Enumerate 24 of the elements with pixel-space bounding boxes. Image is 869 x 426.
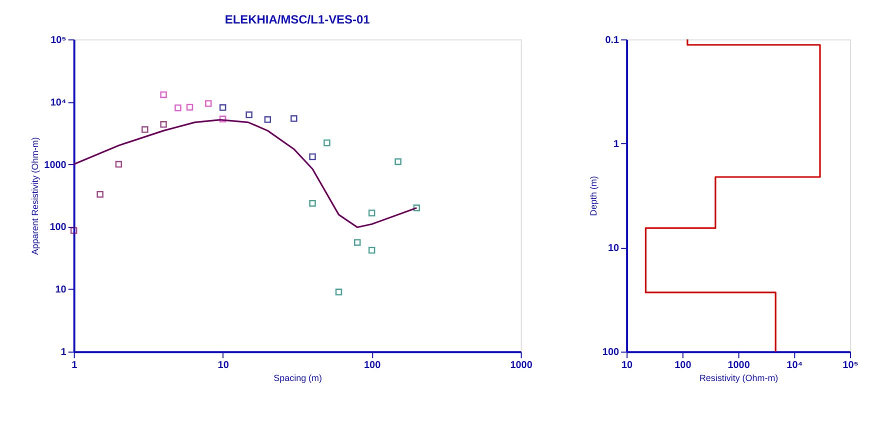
y-tick-label: 0.1 xyxy=(605,34,620,46)
x-tick-label: 100 xyxy=(674,360,692,372)
y-tick-label: 10 xyxy=(608,243,620,254)
x-tick-label: 1 xyxy=(72,360,78,372)
y-tick-label: 100 xyxy=(50,222,67,234)
y-axis-title: Apparent Resistivity (Ohm-m) xyxy=(30,137,40,255)
x-tick-label: 1000 xyxy=(510,360,533,372)
y-tick-label: 1 xyxy=(60,347,67,358)
y-tick-label: 10⁴ xyxy=(50,97,66,108)
x-tick-label: 10 xyxy=(622,360,634,372)
x-tick-label: 10⁴ xyxy=(786,360,803,372)
chart-title: ELEKHIA/MSC/L1-VES-01 xyxy=(224,12,370,26)
x-tick-label: 10⁵ xyxy=(842,360,859,372)
x-axis-title: Resistivity (Ohm-m) xyxy=(699,373,778,384)
x-tick-label: 100 xyxy=(364,360,382,372)
y-tick-label: 1 xyxy=(614,138,620,150)
x-axis-title: Spacing (m) xyxy=(274,373,322,384)
y-tick-label: 10⁵ xyxy=(50,34,67,46)
x-tick-label: 1000 xyxy=(728,360,750,372)
y-axis-title: Depth (m) xyxy=(588,176,598,216)
y-tick-label: 1000 xyxy=(44,160,67,171)
x-tick-label: 10 xyxy=(218,360,230,372)
y-tick-label: 10 xyxy=(55,284,67,296)
y-tick-label: 100 xyxy=(602,347,620,358)
